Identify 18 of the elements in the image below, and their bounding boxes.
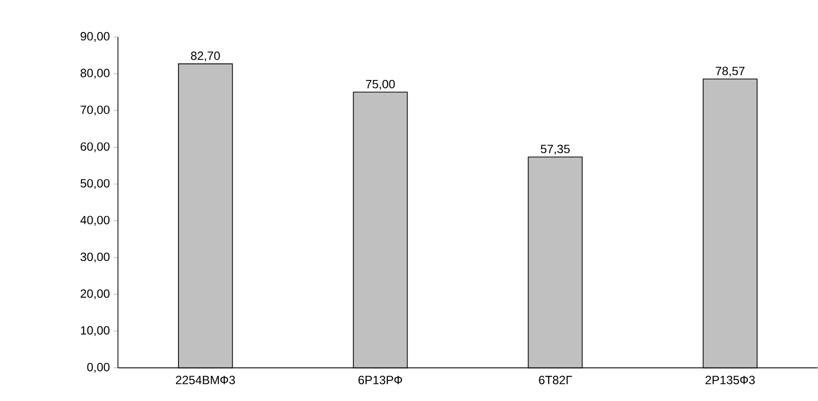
y-tick-label: 60,00: [80, 142, 110, 152]
data-label: 78,57: [716, 66, 744, 77]
x-tick-label: 2254ВМФ3: [176, 376, 235, 384]
y-tick-label: 50,00: [80, 179, 110, 190]
x-tick-label: 6Р13РФ: [358, 376, 402, 384]
y-tick-label: 0,00: [87, 362, 110, 373]
data-label: 82,70: [190, 52, 220, 62]
y-tick-label: 80,00: [80, 68, 110, 79]
data-label: 75,00: [366, 80, 395, 90]
x-tick-label: 6Т82Г: [538, 376, 572, 384]
x-tick-label: 2Р135Ф3: [706, 376, 755, 384]
y-tick-label: 20,00: [80, 289, 110, 300]
y-tick-label: 10,00: [80, 326, 110, 336]
y-tick-label: 70,00: [80, 106, 110, 116]
y-tick-label: 40,00: [80, 216, 110, 226]
y-tick-label: 90,00: [80, 32, 110, 42]
y-tick-label: 30,00: [80, 252, 110, 263]
data-label: 57,35: [540, 144, 570, 155]
